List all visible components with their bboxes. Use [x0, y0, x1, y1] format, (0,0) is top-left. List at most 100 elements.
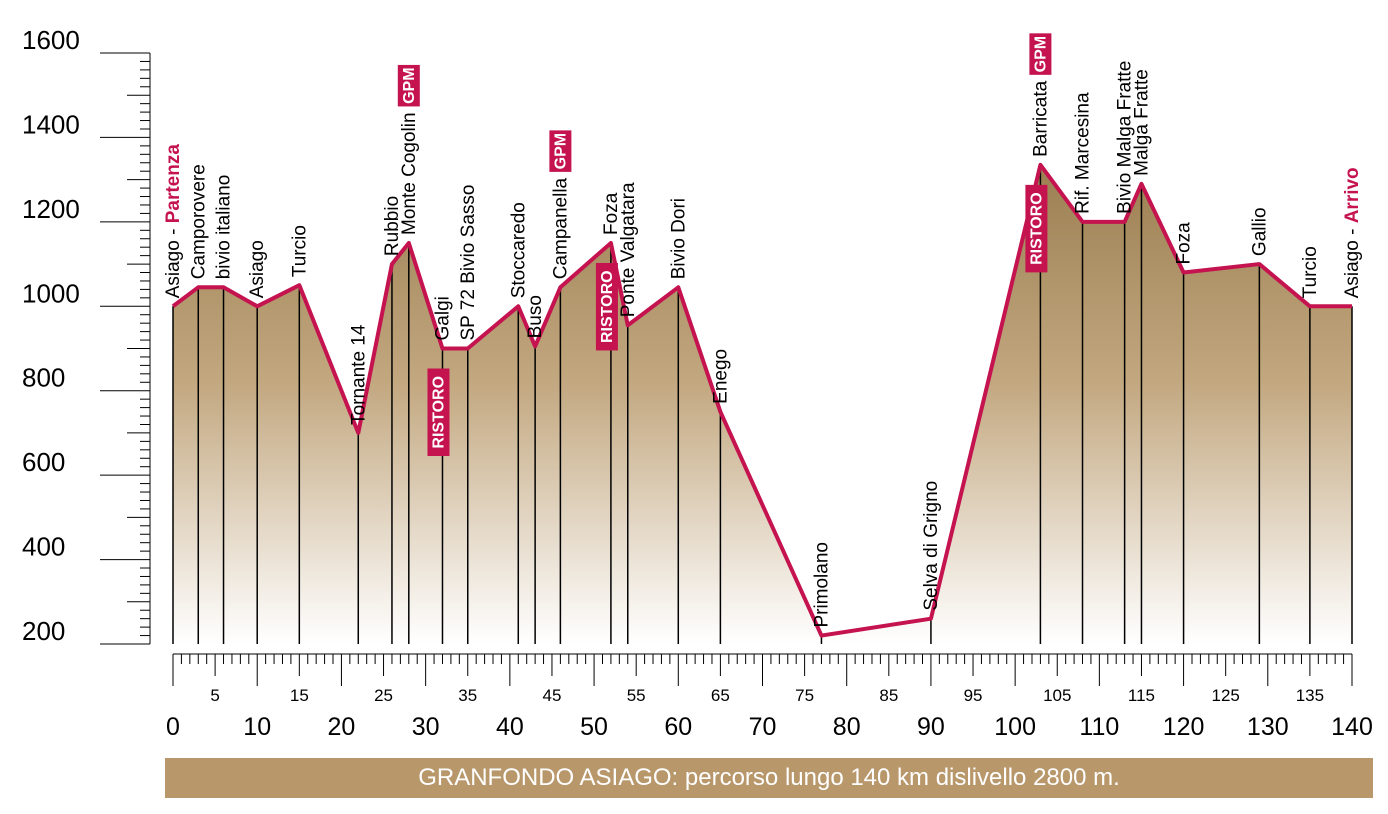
waypoint-label: Camporovere [188, 164, 209, 279]
ristoro-badge-bg [1025, 184, 1048, 273]
x-minor-tick-label: 45 [543, 686, 562, 705]
waypoint-label: Foza [1174, 222, 1195, 265]
waypoint-special-label: Partenza [163, 144, 184, 224]
ristoro-badge: RISTORO [1025, 184, 1048, 273]
y-tick-label: 200 [22, 616, 65, 646]
y-tick-label: 1600 [22, 25, 80, 55]
gpm-badge: GPM [549, 130, 572, 172]
y-tick-label: 600 [22, 447, 65, 477]
y-axis: 200 400 600 800 1000 1200 1400 1600 [22, 25, 151, 646]
waypoint-label: bivio italiano [214, 175, 235, 280]
x-major-tick-label: 140 [1331, 713, 1373, 741]
y-tick-label: 1200 [22, 194, 80, 224]
gpm-badge-bg [1029, 33, 1052, 75]
x-major-tick-label: 20 [328, 713, 356, 741]
waypoint-name: Bivio Dori [668, 198, 689, 279]
ristoro-badge-bg [595, 262, 618, 351]
x-major-tick-label: 90 [917, 713, 945, 741]
x-minor-tick-label: 5 [210, 686, 219, 705]
x-major-tick-label: 0 [166, 713, 180, 741]
waypoint-name: Malga Fratte [1131, 69, 1152, 176]
gpm-badge: GPM [397, 64, 420, 107]
waypoint-label: Campanella [550, 177, 571, 279]
waypoint-name: Turcio [1300, 246, 1321, 298]
waypoint-name: Turcio [289, 225, 310, 277]
waypoint-label: Tornante 14 [348, 324, 369, 425]
x-minor-tick-label: 65 [711, 686, 730, 705]
x-minor-tick-label: 125 [1211, 686, 1239, 705]
gpm-badge-text: GPM [401, 67, 418, 103]
waypoint-name: bivio italiano [214, 175, 235, 280]
y-tick-label: 1400 [22, 109, 80, 139]
waypoint-name: Galgi [432, 296, 453, 340]
gpm-badge: GPM [1029, 33, 1052, 75]
x-major-tick-label: 40 [496, 713, 524, 741]
waypoint-label: SP 72 Bivio Sasso [458, 185, 479, 341]
x-major-tick-label: 30 [412, 713, 440, 741]
x-major-tick-label: 130 [1247, 713, 1289, 741]
waypoint-label: Asiago [247, 240, 268, 298]
x-major-tick-label: 110 [1079, 713, 1119, 741]
elevation-profile-chart: 200 400 600 800 1000 1200 1400 1600 0 10 20 30 40 50… [22, 25, 1373, 741]
waypoint-name: Stoccaredo [508, 202, 529, 298]
waypoint-labels: Asiago - Partenza Camporovere bivio italia… [163, 33, 1363, 628]
gpm-badge-bg [397, 64, 420, 107]
waypoint-name: Rubbio [382, 196, 403, 256]
x-major-tick-label: 60 [664, 713, 692, 741]
x-minor-tick-label: 95 [964, 686, 983, 705]
ristoro-badge: RISTORO [595, 262, 618, 351]
waypoint-label: Bivio Malga Fratte [1115, 61, 1136, 214]
waypoint-name: Selva di Grigno [921, 481, 942, 611]
x-major-tick-label: 100 [994, 713, 1036, 741]
waypoint-name: Rif. Marcesina [1073, 92, 1094, 214]
waypoint-label: Ponte Valgatara [618, 182, 639, 317]
waypoint-label: Turcio [289, 225, 310, 277]
waypoint-name: Asiago [247, 240, 268, 298]
waypoint-name: Primolano [811, 542, 832, 628]
y-tick-label: 800 [22, 363, 65, 393]
waypoint-label: Selva di Grigno [921, 481, 942, 611]
waypoint-name: Buso [525, 295, 546, 338]
waypoint-name: Tornante 14 [348, 324, 369, 425]
waypoint-special-label: Arrivo [1342, 167, 1363, 223]
x-minor-tick-label: 35 [458, 686, 477, 705]
waypoint-label: Rubbio [382, 196, 403, 256]
ristoro-badge-text: RISTORO [599, 270, 616, 343]
waypoint-name: Asiago - [163, 223, 184, 298]
waypoint-label: Barricata [1030, 80, 1051, 156]
gpm-badge-text: GPM [1032, 36, 1049, 72]
waypoint-label: Gallio [1249, 207, 1270, 256]
waypoint-name: Camporovere [188, 164, 209, 279]
x-minor-tick-label: 85 [879, 686, 898, 705]
ristoro-badge-text: RISTORO [1028, 192, 1045, 265]
x-minor-tick-label: 135 [1296, 686, 1324, 705]
waypoint-name: Foza [601, 192, 622, 235]
x-minor-tick-label: 115 [1128, 686, 1155, 705]
waypoint-name: Ponte Valgatara [618, 182, 639, 317]
waypoint-name: Asiago - [1342, 223, 1363, 298]
waypoint-label: Asiago - Arrivo [1342, 167, 1363, 298]
waypoint-label: Monte Cogolin [399, 112, 420, 235]
ristoro-badge-bg [427, 368, 450, 456]
y-tick-label: 400 [22, 532, 65, 562]
waypoint-name: Enego [710, 349, 731, 404]
x-major-tick-label: 80 [833, 713, 861, 741]
waypoint-label: Rif. Marcesina [1073, 92, 1094, 214]
waypoint-name: Foza [1174, 222, 1195, 265]
waypoint-label: Foza [601, 192, 622, 235]
waypoint-label: Buso [525, 295, 546, 338]
waypoint-label: Galgi [432, 296, 453, 340]
gpm-badge-text: GPM [552, 133, 569, 169]
x-major-tick-label: 120 [1163, 713, 1205, 741]
waypoint-label: Turcio [1300, 246, 1321, 298]
x-minor-tick-label: 15 [290, 686, 309, 705]
ristoro-badge: RISTORO [427, 368, 450, 456]
y-tick-label: 1000 [22, 278, 80, 308]
x-major-tick-label: 50 [580, 713, 608, 741]
waypoint-label: Asiago - Partenza [163, 144, 184, 299]
waypoint-label: Stoccaredo [508, 202, 529, 298]
x-major-tick-label: 70 [749, 713, 777, 741]
waypoint-name: Campanella [550, 177, 571, 279]
x-minor-tick-label: 75 [795, 686, 814, 705]
x-minor-tick-label: 105 [1043, 686, 1071, 705]
